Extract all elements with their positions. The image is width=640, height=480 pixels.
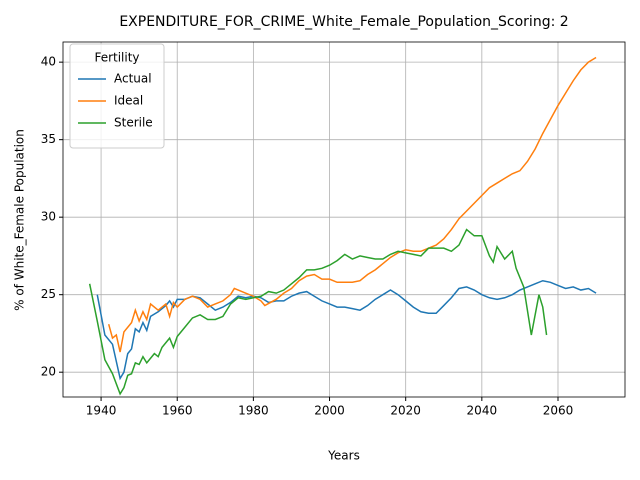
y-tick-label: 25 (41, 287, 56, 301)
x-axis-label: Years (327, 449, 360, 463)
x-tick-label: 2040 (467, 404, 498, 418)
legend-box (69, 43, 165, 149)
legend-label: Actual (114, 72, 152, 86)
y-axis-label: % of White_Female Population (13, 129, 27, 311)
x-tick-label: 2000 (314, 404, 345, 418)
y-tick-label: 20 (41, 365, 56, 379)
x-tick-label: 1960 (162, 404, 193, 418)
x-tick-label: 2060 (543, 404, 574, 418)
line-series (107, 56, 597, 353)
x-tick-label: 1980 (238, 404, 269, 418)
plot-frame (62, 41, 626, 398)
x-tick-label: 2020 (390, 404, 421, 418)
legend-title: Fertility (94, 51, 139, 65)
x-tick-label: 1940 (86, 404, 117, 418)
y-tick-label: 30 (41, 210, 56, 224)
legend-label: Ideal (114, 94, 143, 108)
legend: Fertility Actual Ideal Sterile (69, 43, 165, 149)
y-tick-label: 35 (41, 132, 56, 146)
line-series (88, 228, 548, 396)
y-tick-label: 40 (41, 55, 56, 69)
chart-title: EXPENDITURE_FOR_CRIME_White_Female_Popul… (119, 14, 568, 30)
legend-label: Sterile (114, 116, 153, 130)
line-series (96, 279, 597, 381)
